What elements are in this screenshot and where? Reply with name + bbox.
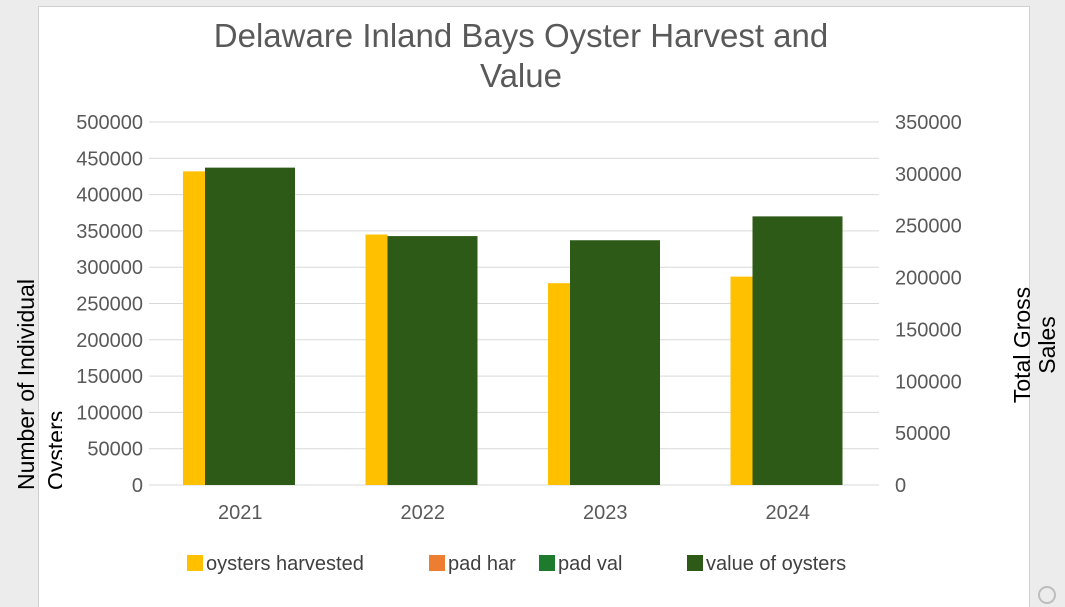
x-axis-tick-label: 2023 — [583, 502, 628, 524]
y2-axis-title-line-1: Total Gross — [1009, 287, 1035, 403]
legend-swatch — [429, 555, 445, 571]
right-axis-ticks: 0 50000 100000 150000 200000 250000 300000 3500… — [895, 112, 962, 497]
left-axis-tick-label: 200000 — [76, 330, 143, 352]
legend-swatch — [187, 555, 203, 571]
x-axis-ticks: 2021 2022 2023 2024 — [218, 502, 810, 524]
right-axis-tick-label: 150000 — [895, 319, 962, 341]
left-axis-tick-label: 500000 — [76, 112, 143, 134]
y2-axis-title: Total Gross Sales — [1009, 287, 1060, 403]
legend-label: pad har — [448, 553, 516, 575]
bar-oysters-harvested — [730, 276, 753, 485]
left-axis-tick-label: 50000 — [87, 439, 143, 461]
left-axis-tick-label: 150000 — [76, 366, 143, 388]
right-axis-tick-label: 200000 — [895, 268, 962, 290]
left-axis-ticks: 0 50000 100000 150000 200000 250000 300000 3500… — [76, 112, 143, 497]
chart-title-line-1: Delaware Inland Bays Oyster Harvest and — [214, 17, 828, 54]
y-axis-title-line-2: Oysters — [43, 411, 62, 490]
y-axis-title: Number of Individual Oysters — [13, 279, 62, 490]
right-axis-tick-label: 300000 — [895, 164, 962, 186]
right-axis-tick-label: 50000 — [895, 423, 951, 445]
chart-svg: Delaware Inland Bays Oyster Harvest and … — [76, 17, 962, 575]
y-axis-title-line-1: Number of Individual — [13, 279, 39, 490]
x-axis-tick-label: 2022 — [401, 502, 446, 524]
left-axis-tick-label: 300000 — [76, 257, 143, 279]
legend-label: oysters harvested — [206, 553, 364, 575]
corner-circle-icon — [1038, 586, 1056, 604]
right-axis-tick-label: 100000 — [895, 371, 962, 393]
right-axis-tick-label: 0 — [895, 475, 906, 497]
left-axis-tick-label: 400000 — [76, 185, 143, 207]
bar-value-of-oysters — [387, 236, 478, 485]
right-axis-tick-label: 250000 — [895, 216, 962, 238]
right-axis-tick-label: 350000 — [895, 112, 962, 134]
bar-oysters-harvested — [548, 283, 570, 485]
bar-oysters-harvested — [365, 234, 388, 485]
left-axis-tick-label: 100000 — [76, 402, 143, 424]
bar-oysters-harvested — [183, 171, 205, 486]
legend-swatch — [687, 555, 703, 571]
left-axis-tick-label: 0 — [132, 475, 143, 497]
left-axis-tick-label: 350000 — [76, 221, 143, 243]
legend-swatch — [539, 555, 555, 571]
left-axis-tick-label: 250000 — [76, 294, 143, 316]
legend-label: value of oysters — [706, 553, 846, 575]
bars — [183, 167, 843, 486]
legend-label: pad val — [558, 553, 623, 575]
legend: oysters harvested pad har pad val value of … — [187, 553, 846, 575]
chart-panel: Delaware Inland Bays Oyster Harvest and … — [38, 6, 1030, 607]
left-axis-tick-label: 450000 — [76, 148, 143, 170]
bar-value-of-oysters — [570, 240, 660, 485]
y2-axis-title-line-2: Sales — [1034, 316, 1060, 374]
chart-title-line-2: Value — [480, 57, 562, 94]
bar-value-of-oysters — [752, 216, 843, 485]
x-axis-tick-label: 2021 — [218, 502, 263, 524]
bar-value-of-oysters — [205, 167, 295, 486]
x-axis-tick-label: 2024 — [766, 502, 811, 524]
